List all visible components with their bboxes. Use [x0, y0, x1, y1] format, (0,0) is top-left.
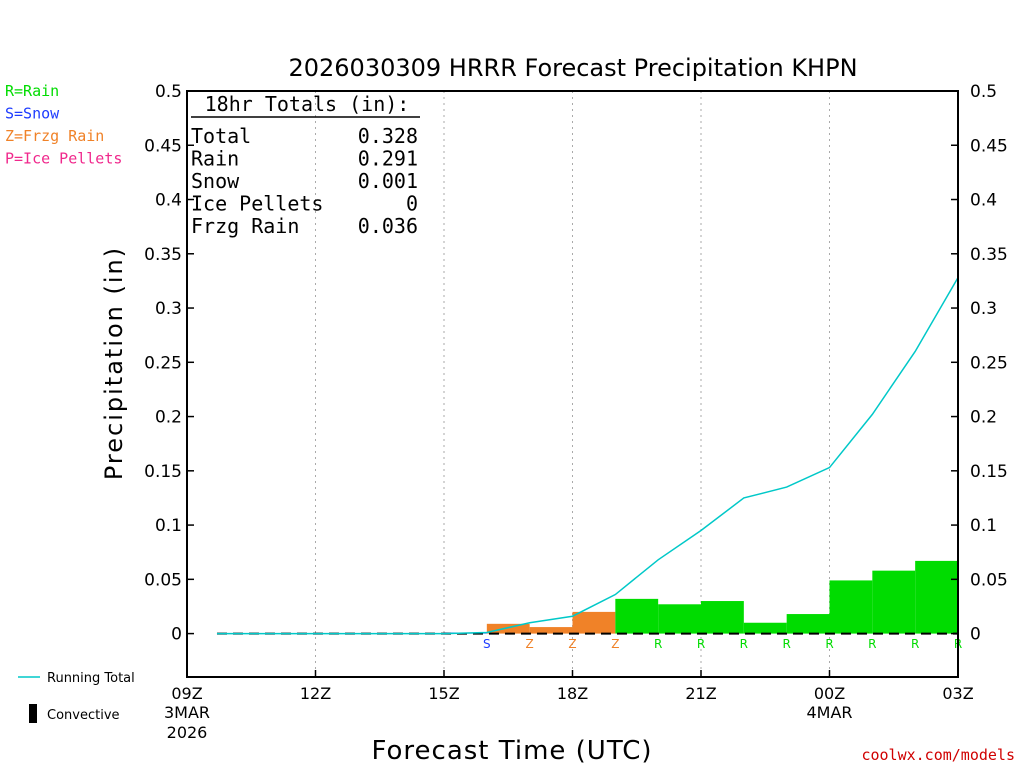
precip-type-marker: R [911, 637, 919, 651]
precip-bar [915, 560, 958, 634]
totals-heading: 18hr Totals (in): [205, 92, 410, 116]
grid-lines [315, 91, 830, 677]
precip-bar [486, 623, 530, 634]
precip-type-marker: S [483, 637, 491, 651]
y-tick-label: 0.15 [970, 462, 1008, 482]
totals-row-label: Snow [191, 169, 240, 193]
precip-type-marker: R [868, 637, 876, 651]
precip-bar [786, 614, 830, 634]
precip-bar [872, 570, 916, 634]
y-tick-label: 0.15 [144, 462, 182, 482]
x-tick-date: 3MAR [164, 703, 210, 722]
y-tick-label: 0.2 [155, 408, 182, 428]
y-tick-label: 0 [171, 625, 182, 645]
y-tick-label: 0.5 [155, 82, 182, 102]
totals-row-value: 0 [406, 192, 418, 216]
precip-bar [829, 580, 873, 634]
totals-row-label: Total [191, 124, 251, 148]
x-tick-label: 15Z [428, 684, 459, 703]
precip-bar [529, 627, 573, 634]
y-tick-label: 0.4 [970, 191, 997, 211]
totals-rows: Total 0.328 Rain 0.291 Snow 0.001 Ice Pellets 0… [191, 124, 418, 238]
x-tick-label: 21Z [685, 684, 716, 703]
precip-type-marker: R [654, 637, 662, 651]
type-legend-entry: Z=Frzg Rain [5, 127, 104, 145]
credit-text: coolwx.com/models [861, 746, 1015, 764]
y-tick-label: 0.1 [970, 516, 997, 536]
y-tick-label: 0.2 [970, 408, 997, 428]
totals-row-label: Ice Pellets [191, 192, 323, 216]
y-tick-label: 0 [970, 625, 981, 645]
precip-type-marker: Z [526, 637, 534, 651]
totals-box: 18hr Totals (in): Total 0.328 Rain 0.291 Sno… [191, 92, 420, 238]
y-axis-left: 0 0.05 0.1 0.15 0.2 0.25 0.3 0.35 0.4 0.45 0.5 [144, 82, 194, 645]
y-tick-label: 0.4 [155, 191, 182, 211]
y-tick-label: 0.45 [970, 136, 1008, 156]
x-tick-label: 09Z [171, 684, 202, 703]
type-legend-entry: P=Ice Pellets [5, 150, 122, 168]
y-tick-label: 0.3 [970, 299, 997, 319]
x-tick-label: 18Z [557, 684, 588, 703]
y-tick-label: 0.05 [144, 570, 182, 590]
totals-row-label: Frzg Rain [191, 214, 299, 238]
totals-row-value: 0.001 [358, 169, 418, 193]
y-tick-label: 0.35 [970, 245, 1008, 265]
precip-type-marker: Z [611, 637, 619, 651]
y-axis-right: 0 0.05 0.1 0.15 0.2 0.25 0.3 0.35 0.4 0.45 0.5 [951, 82, 1008, 645]
x-tick-label: 03Z [942, 684, 973, 703]
line-legend: Running Total Convective [18, 671, 135, 723]
y-tick-label: 0.1 [155, 516, 182, 536]
convective-legend-label: Convective [47, 708, 120, 723]
x-tick-date: 4MAR [806, 703, 852, 722]
running-total-line [216, 277, 959, 635]
y-tick-label: 0.5 [970, 82, 997, 102]
y-tick-label: 0.25 [970, 353, 1008, 373]
precip-type-marker: R [782, 637, 790, 651]
precip-type-marker: Z [568, 637, 576, 651]
y-axis-title: Precipitation (in) [100, 246, 128, 480]
type-legend-entry: S=Snow [5, 105, 60, 123]
x-tick-label: 12Z [300, 684, 331, 703]
precip-bar [658, 604, 701, 634]
precip-bar [743, 622, 787, 634]
type-legend-entry: R=Rain [5, 82, 59, 100]
y-tick-label: 0.45 [144, 136, 182, 156]
precip-type-legend: R=Rain S=Snow Z=Frzg Rain P=Ice Pellets [5, 82, 122, 168]
precip-type-marker: R [825, 637, 833, 651]
totals-row-value: 0.036 [358, 214, 418, 238]
hourly-bars [444, 560, 958, 634]
precip-type-marker: R [697, 637, 705, 651]
x-tick-year: 2026 [167, 723, 208, 742]
x-axis-title: Forecast Time (UTC) [371, 736, 652, 766]
precip-bar [615, 598, 659, 634]
precip-type-marker: R [740, 637, 748, 651]
y-tick-label: 0.35 [144, 245, 182, 265]
totals-row-value: 0.328 [358, 124, 418, 148]
precip-bar [701, 601, 744, 634]
totals-row-label: Rain [191, 147, 239, 171]
convective-legend-swatch [29, 704, 37, 723]
y-tick-label: 0.05 [970, 570, 1008, 590]
totals-row-value: 0.291 [358, 147, 418, 171]
x-tick-label: 00Z [814, 684, 845, 703]
y-tick-label: 0.25 [144, 353, 182, 373]
y-tick-label: 0.3 [155, 299, 182, 319]
running-total-legend-label: Running Total [47, 671, 135, 686]
chart-title: 2026030309 HRRR Forecast Precipitation K… [288, 54, 857, 82]
precip-bar [572, 611, 616, 634]
